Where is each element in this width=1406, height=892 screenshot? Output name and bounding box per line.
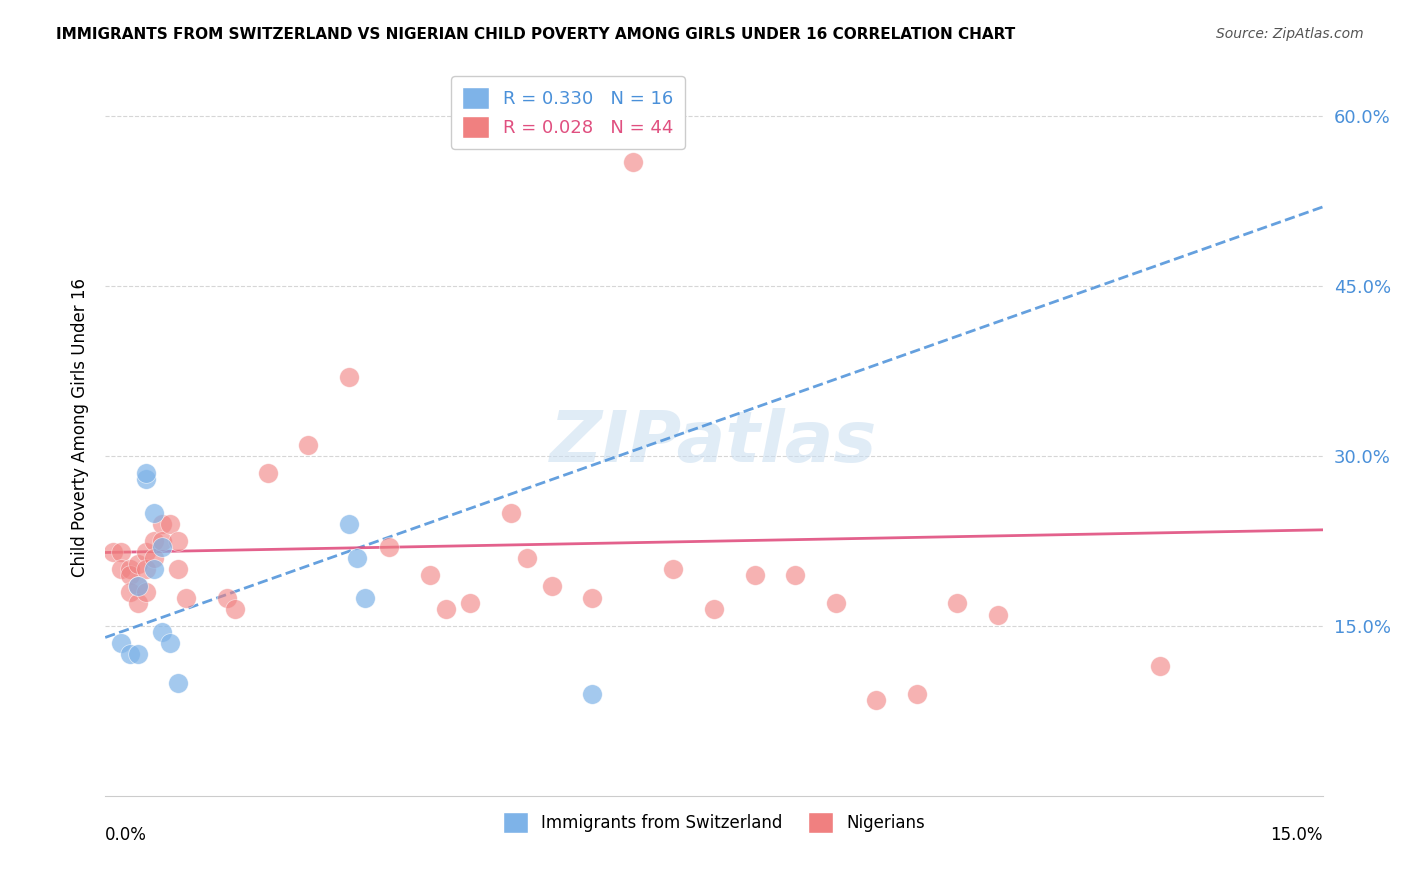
Point (150, 540, 173, 554)
Point (378, 540, 401, 554)
Point (987, 607, 1010, 622)
Point (159, 636, 181, 650)
Point (118, 562, 141, 576)
Point (337, 369, 360, 384)
Point (419, 568, 441, 582)
Text: IMMIGRANTS FROM SWITZERLAND VS NIGERIAN CHILD POVERTY AMONG GIRLS UNDER 16 CORRE: IMMIGRANTS FROM SWITZERLAND VS NIGERIAN … (56, 27, 1015, 42)
Point (581, 687, 603, 701)
Point (824, 597, 846, 611)
Legend: R = 0.330   N = 16, R = 0.028   N = 44: R = 0.330 N = 16, R = 0.028 N = 44 (451, 76, 685, 149)
Point (135, 472, 157, 486)
Point (127, 579, 149, 593)
Point (581, 591, 603, 605)
Point (150, 534, 173, 549)
Point (744, 568, 766, 582)
Point (662, 562, 685, 576)
Point (110, 545, 132, 559)
Point (256, 466, 278, 480)
Point (621, 154, 644, 169)
Point (337, 517, 360, 532)
Point (142, 562, 165, 576)
Point (460, 597, 482, 611)
Point (224, 602, 246, 616)
Point (127, 597, 149, 611)
Point (150, 517, 173, 532)
Point (215, 591, 238, 605)
Point (127, 579, 149, 593)
Point (167, 534, 190, 549)
Point (118, 585, 141, 599)
Point (785, 568, 807, 582)
Point (540, 579, 562, 593)
Point (118, 648, 141, 662)
Point (135, 562, 157, 576)
Point (142, 506, 165, 520)
Point (118, 568, 141, 582)
Point (434, 602, 457, 616)
Point (167, 562, 190, 576)
Point (142, 534, 165, 549)
Point (142, 551, 165, 566)
Point (946, 597, 969, 611)
Point (135, 585, 157, 599)
Point (103, 545, 125, 559)
Point (703, 602, 725, 616)
Point (150, 624, 173, 639)
Point (905, 687, 928, 701)
Point (516, 551, 538, 566)
Point (346, 551, 368, 566)
Point (499, 506, 522, 520)
Point (159, 517, 181, 532)
Text: 0.0%: 0.0% (105, 826, 148, 845)
Point (167, 675, 190, 690)
Point (110, 562, 132, 576)
Point (354, 591, 377, 605)
Point (865, 693, 887, 707)
Text: Source: ZipAtlas.com: Source: ZipAtlas.com (1216, 27, 1364, 41)
Text: ZIPatlas: ZIPatlas (550, 408, 877, 477)
Point (127, 648, 149, 662)
Point (127, 557, 149, 571)
Point (135, 466, 157, 480)
Text: 15.0%: 15.0% (1270, 826, 1323, 845)
Point (110, 636, 132, 650)
Point (176, 591, 198, 605)
Point (135, 545, 157, 559)
Y-axis label: Child Poverty Among Girls Under 16: Child Poverty Among Girls Under 16 (72, 278, 89, 577)
Point (1149, 658, 1171, 673)
Point (297, 438, 319, 452)
